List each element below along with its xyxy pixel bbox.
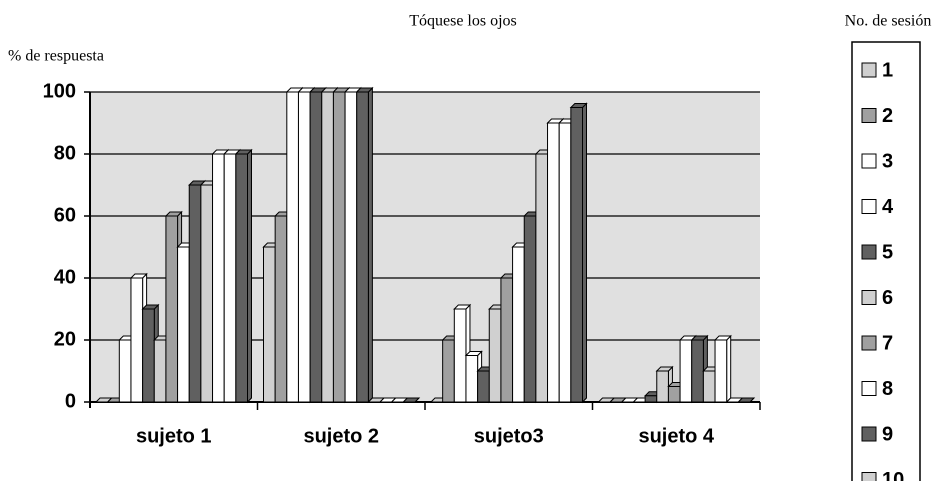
legend-swatch — [861, 426, 877, 442]
bar — [558, 122, 572, 403]
y-tick-label: 80 — [54, 142, 76, 164]
x-tick-label: sujeto 2 — [303, 425, 379, 447]
bar — [547, 122, 560, 403]
x-tick-label: sujeto 1 — [136, 425, 212, 447]
bar — [177, 246, 190, 403]
y-tick-label: 0 — [65, 390, 76, 412]
legend-label: 5 — [882, 241, 893, 263]
legend-label: 1 — [882, 59, 893, 81]
legend-swatch — [861, 108, 877, 123]
bar — [691, 339, 704, 403]
y-axis-label: % de respuesta — [8, 48, 104, 65]
legend-label: 10 — [882, 469, 904, 481]
bar-side — [582, 102, 587, 404]
x-tick-label: sujeto3 — [474, 425, 544, 447]
bar — [165, 215, 179, 403]
x-tick-label: sujeto 4 — [638, 425, 714, 447]
bar — [297, 91, 311, 403]
bar — [332, 91, 346, 403]
bar — [309, 91, 323, 403]
bar — [223, 153, 237, 403]
legend-swatch — [861, 290, 877, 305]
y-tick-label: 100 — [43, 80, 76, 102]
bar — [442, 339, 455, 403]
legend-label: 2 — [882, 105, 893, 127]
bar — [118, 339, 132, 403]
bar — [702, 370, 716, 403]
bar — [212, 153, 225, 403]
y-tick-label: 20 — [54, 328, 76, 350]
y-tick-label: 60 — [54, 204, 76, 226]
bar — [344, 91, 358, 403]
bar — [477, 370, 490, 403]
bar — [465, 355, 479, 403]
bar — [523, 215, 537, 403]
bar — [200, 184, 214, 403]
bar — [570, 107, 583, 403]
legend-swatch — [861, 335, 877, 351]
legend-swatch — [861, 381, 877, 396]
bar — [286, 91, 299, 403]
legend-swatch — [861, 199, 877, 214]
legend-label: 6 — [882, 287, 893, 309]
bar — [235, 153, 249, 403]
bar-top — [402, 397, 421, 403]
bar — [667, 386, 681, 403]
bar — [500, 277, 514, 403]
bar-side — [247, 148, 252, 404]
bar-top — [737, 397, 756, 403]
bar-side — [367, 86, 373, 404]
legend-swatch — [861, 472, 877, 481]
bar — [356, 91, 369, 403]
legend-label: 8 — [882, 378, 893, 400]
bar — [656, 370, 669, 403]
bar — [321, 91, 334, 403]
bar — [644, 395, 658, 403]
y-tick-label: 40 — [54, 266, 76, 288]
bar — [274, 215, 288, 403]
legend-label: 7 — [882, 332, 893, 354]
bar — [535, 153, 549, 403]
legend-label: 4 — [882, 196, 894, 218]
legend-label: 9 — [882, 423, 893, 445]
legend-swatch — [861, 153, 877, 169]
bar — [142, 308, 155, 403]
legend-label: 3 — [882, 150, 893, 172]
chart-title: Tóquese los ojos — [409, 13, 517, 30]
bar — [679, 339, 693, 403]
bar — [188, 184, 202, 403]
legend-title: No. de sesión — [845, 13, 932, 30]
bar-side — [726, 334, 732, 404]
legend-swatch — [861, 244, 877, 260]
legend-swatch — [861, 62, 877, 78]
bar — [263, 246, 276, 403]
bar — [714, 339, 728, 403]
bar — [153, 339, 167, 403]
bar — [453, 308, 467, 403]
bar — [130, 277, 144, 403]
bar — [488, 308, 502, 403]
bar — [512, 246, 525, 403]
